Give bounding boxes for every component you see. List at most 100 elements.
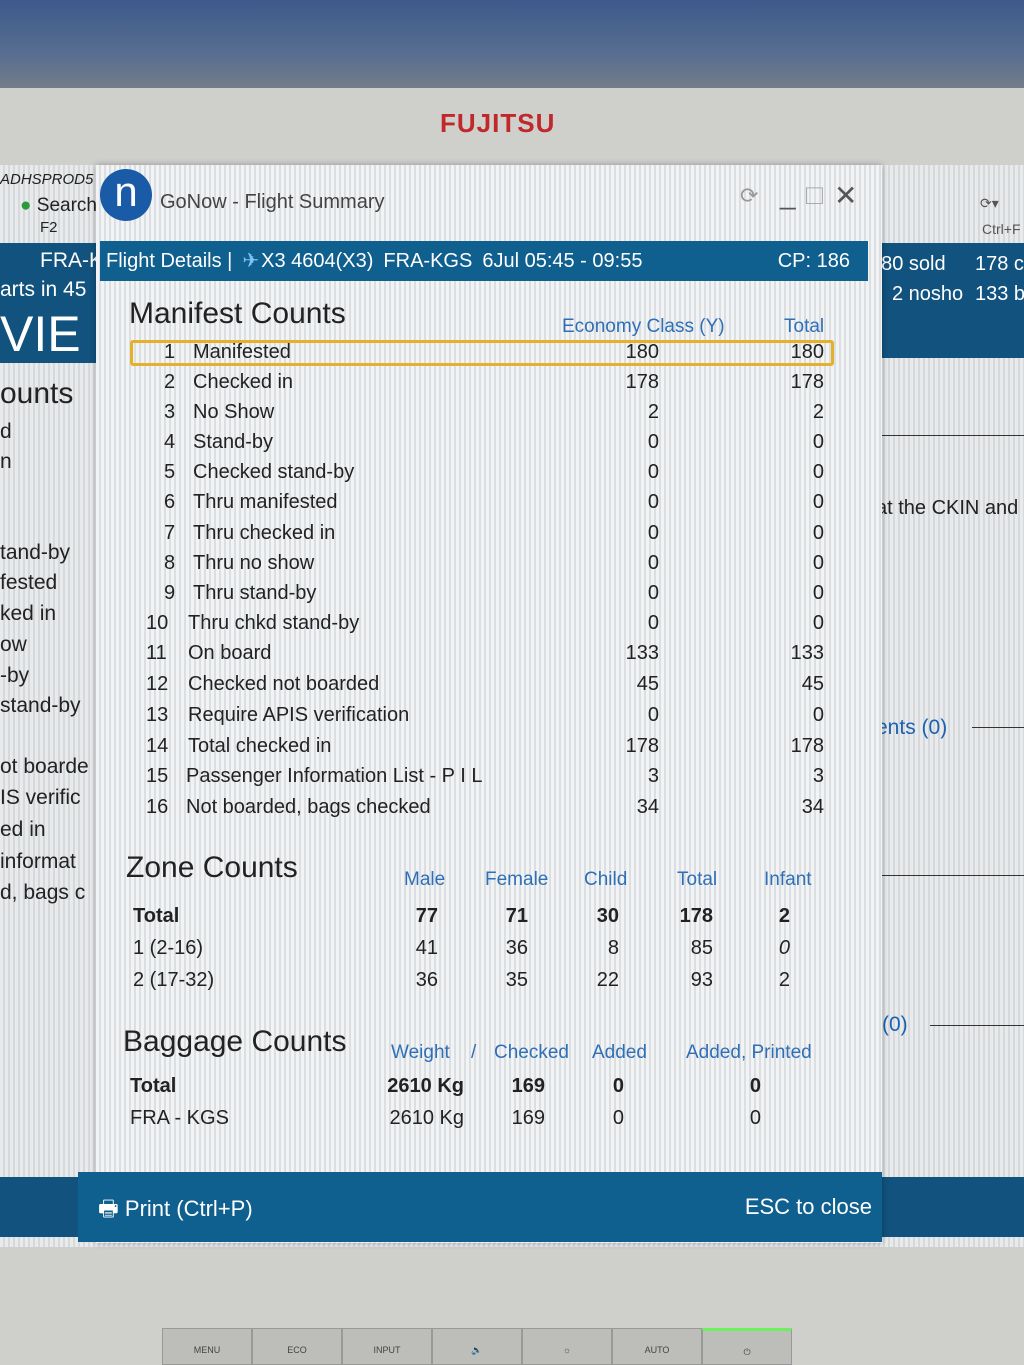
zone-value: 85 [690, 937, 713, 959]
baggage-title: Baggage Counts [123, 1025, 347, 1058]
economy-value: 180 [625, 341, 659, 363]
economy-value: 45 [636, 673, 659, 695]
col-male: Male [404, 869, 446, 890]
total-value: 0 [812, 431, 824, 453]
manifest-row[interactable]: 9 Thru stand-by 0 0 [96, 582, 882, 612]
economy-value: 178 [625, 371, 659, 393]
manifest-row[interactable]: 10 Thru chkd stand-by 0 0 [96, 612, 882, 642]
flight-summary-dialog: n GoNow - Flight Summary ⟳ _ □ ✕ Flight … [78, 165, 882, 1243]
manifest-row[interactable]: 8 Thru no show 0 0 [96, 552, 882, 582]
col-added: Added [592, 1042, 647, 1063]
bg-sold: 180 sold [870, 253, 946, 275]
minimize-button[interactable]: _ [780, 179, 796, 210]
bg-noshow: 2 nosho [892, 283, 964, 305]
printer-icon: 🖶 [98, 1196, 119, 1221]
manifest-row[interactable]: 15 Passenger Information List - P I L 3 3 [96, 765, 882, 795]
bg-ents-link[interactable]: ents (0) [876, 716, 948, 739]
row-label: Checked stand-by [193, 461, 355, 483]
zone-value: 41 [415, 937, 438, 959]
baggage-value: 0 [612, 1075, 624, 1097]
manifest-row[interactable]: 12 Checked not boarded 45 45 [96, 673, 882, 703]
col-weight: Weight [391, 1042, 450, 1063]
print-label: Print (Ctrl+P) [124, 1196, 253, 1221]
refresh-icon[interactable]: ⟳▾ [980, 195, 999, 211]
manifest-row[interactable]: 4 Stand-by 0 0 [96, 431, 882, 461]
manifest-row[interactable]: 16 Not boarded, bags checked 34 34 [96, 796, 882, 826]
economy-value: 2 [647, 401, 659, 423]
cp-count: CP: 186 [777, 250, 850, 272]
monitor-button[interactable]: ☼ [522, 1328, 612, 1365]
refresh-icon[interactable]: ⟳ [740, 183, 759, 208]
monitor-button[interactable]: INPUT [342, 1328, 432, 1365]
zone-title: Zone Counts [126, 851, 298, 884]
col-checked: Checked [494, 1042, 569, 1063]
bg-text: tand-by [0, 541, 71, 564]
baggage-value: 169 [511, 1107, 545, 1129]
row-label: Total checked in [188, 735, 332, 757]
row-number: 12 [146, 673, 169, 695]
row-number: 16 [146, 796, 169, 818]
bg-text: d, bags c [0, 881, 86, 904]
zone-label: Total [133, 905, 180, 927]
row-number: 3 [164, 401, 176, 423]
row-number: 6 [164, 491, 176, 513]
economy-value: 0 [647, 704, 659, 726]
economy-value: 0 [647, 582, 659, 604]
total-value: 0 [812, 552, 824, 574]
row-number: 14 [146, 735, 169, 757]
economy-value: 178 [625, 735, 659, 757]
row-number: 8 [164, 552, 176, 574]
print-button[interactable]: 🖶 Print (Ctrl+P) [98, 1192, 253, 1230]
zone-value: 77 [415, 905, 438, 927]
row-number: 1 [164, 341, 176, 363]
col-separator: / [471, 1042, 477, 1063]
bg-text: -by [0, 664, 30, 687]
manifest-row[interactable]: 14 Total checked in 178 178 [96, 735, 882, 765]
monitor-button[interactable]: ECO [252, 1328, 342, 1365]
close-button[interactable]: ✕ [834, 180, 858, 211]
bg-search[interactable]: ● Search [20, 195, 97, 217]
bg-shortcut: Ctrl+F [982, 221, 1021, 237]
manifest-row[interactable]: 13 Require APIS verification 0 0 [96, 704, 882, 734]
economy-value: 0 [647, 491, 659, 513]
baggage-value: 0 [749, 1107, 761, 1129]
total-value: 0 [812, 582, 824, 604]
zone-value: 93 [690, 969, 713, 991]
bg-zero-link[interactable]: (0) [882, 1013, 908, 1036]
zone-value: 36 [505, 937, 528, 959]
bg-departs: arts in 45 [0, 278, 87, 301]
row-label: Checked not boarded [188, 673, 380, 695]
zone-value: 30 [596, 905, 619, 927]
total-value: 2 [812, 401, 824, 423]
manifest-row[interactable]: 6 Thru manifested 0 0 [96, 491, 882, 521]
zone-row: 1 (2-16) 41 36 8 85 0 [96, 937, 882, 967]
maximize-button[interactable]: □ [806, 179, 823, 210]
row-number: 10 [146, 612, 169, 634]
esc-close-hint: ESC to close [744, 1194, 872, 1219]
manifest-row[interactable]: 7 Thru checked in 0 0 [96, 522, 882, 552]
bg-route: FRA-K [40, 249, 103, 272]
col-total: Total [784, 316, 825, 337]
divider [930, 1025, 1024, 1026]
monitor-button[interactable]: AUTO [612, 1328, 702, 1365]
manifest-row[interactable]: 2 Checked in 178 178 [96, 371, 882, 401]
economy-value: 3 [647, 765, 659, 787]
bg-counts: ounts [0, 377, 74, 410]
monitor-button[interactable]: 🔈 [432, 1328, 522, 1365]
flight-route: FRA-KGS [383, 250, 473, 272]
bg-text: d [0, 420, 12, 443]
manifest-row[interactable]: 5 Checked stand-by 0 0 [96, 461, 882, 491]
zone-value: 0 [778, 937, 790, 959]
manifest-row[interactable]: 1 Manifested 180 180 [96, 341, 882, 371]
baggage-label: FRA - KGS [130, 1107, 229, 1129]
flight-details-header: Flight Details | ✈ X3 4604(X3) FRA-KGS 6Jul … [100, 241, 868, 281]
manifest-row[interactable]: 11 On board 133 133 [96, 642, 882, 672]
manifest-row[interactable]: 3 No Show 2 2 [96, 401, 882, 431]
economy-value: 0 [647, 461, 659, 483]
bg-footer-right [880, 1177, 1024, 1237]
row-label: Passenger Information List - P I L [186, 765, 483, 787]
monitor-button[interactable]: MENU [162, 1328, 252, 1365]
monitor-button[interactable]: ⏻ [702, 1328, 792, 1365]
baggage-row: FRA - KGS 2610 Kg 169 0 0 [96, 1107, 882, 1137]
divider [880, 875, 1024, 876]
